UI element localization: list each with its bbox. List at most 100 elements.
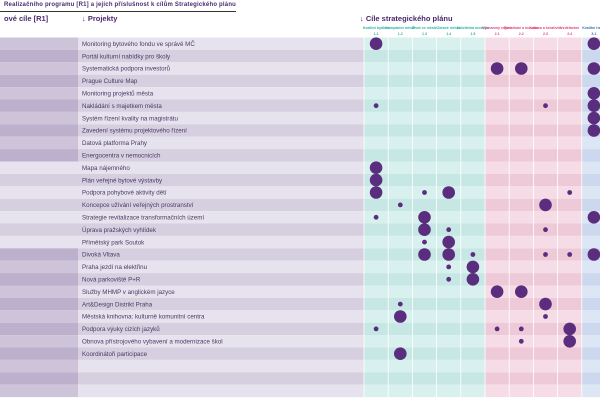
matrix-cell <box>388 186 413 199</box>
project-label: Datová platforma Prahy <box>82 140 148 147</box>
project-row <box>78 285 364 298</box>
relation-dot <box>369 161 383 174</box>
matrix-cell <box>581 384 600 398</box>
column-label: Udržitelná mobilita <box>457 26 490 30</box>
matrix-cell <box>533 322 558 336</box>
project-label: Monitoring bytového fondu ve správě MČ <box>82 41 195 48</box>
matrix-cell <box>388 149 413 162</box>
matrix-cell <box>388 111 413 125</box>
matrix-cell <box>460 111 485 125</box>
matrix-cell <box>388 211 413 224</box>
relation-dot <box>397 301 403 307</box>
matrix-cell <box>533 49 558 63</box>
goal-band-cell <box>0 223 78 236</box>
matrix-cell <box>581 310 600 323</box>
project-row <box>78 372 364 385</box>
matrix-cell <box>412 335 437 348</box>
goal-band-cell <box>0 87 78 100</box>
matrix-cell <box>460 235 485 249</box>
goal-band-cell <box>0 260 78 274</box>
matrix-cell <box>485 359 510 373</box>
relation-dot <box>369 186 383 199</box>
header-bar: Realizačního programu [R1] a jejich přís… <box>0 0 600 14</box>
matrix-cell <box>436 99 461 112</box>
relation-dot <box>587 87 600 100</box>
matrix-cell <box>485 335 510 348</box>
matrix-cell <box>581 260 600 274</box>
matrix-cell <box>412 297 437 311</box>
project-label: Služby MHMP v anglickém jazyce <box>82 289 175 296</box>
matrix-cell <box>485 310 510 323</box>
matrix-cell <box>509 37 534 50</box>
matrix-cell <box>533 173 558 187</box>
matrix-cell <box>436 149 461 162</box>
matrix-cell <box>509 124 534 137</box>
matrix-cell <box>509 186 534 199</box>
matrix-cell <box>557 223 582 236</box>
matrix-cell <box>436 211 461 224</box>
matrix-cell <box>412 273 437 286</box>
matrix-cell <box>460 62 485 75</box>
relation-dot <box>418 223 431 236</box>
column-label: Kultura a kreativita <box>529 26 562 30</box>
goal-band-cell <box>0 211 78 224</box>
matrix-cell <box>460 384 485 398</box>
matrix-cell <box>485 49 510 63</box>
project-row <box>78 99 364 112</box>
goal-band-cell <box>0 335 78 348</box>
relation-dot <box>587 111 600 125</box>
project-row <box>78 335 364 348</box>
matrix-cell <box>436 335 461 348</box>
relation-dot <box>587 37 600 50</box>
matrix-cell <box>485 161 510 174</box>
matrix-cell <box>509 111 534 125</box>
matrix-cell <box>581 136 600 150</box>
goal-band-cell <box>0 372 78 385</box>
matrix-cell <box>533 149 558 162</box>
matrix-cell <box>364 87 389 100</box>
matrix-cell <box>388 37 413 50</box>
matrix-cell <box>388 248 413 261</box>
relation-dot <box>369 173 383 187</box>
matrix-cell <box>436 322 461 336</box>
matrix-cell <box>412 124 437 137</box>
project-label: Systém řízení kvality na magistrátu <box>82 115 178 122</box>
matrix-cell <box>581 173 600 187</box>
project-row <box>78 248 364 261</box>
matrix-cell <box>557 49 582 63</box>
matrix-cell <box>388 74 413 88</box>
project-row <box>78 124 364 137</box>
project-label: Koncepce užívání veřejných prostranství <box>82 202 194 209</box>
matrix-cell <box>388 285 413 298</box>
matrix-cell <box>460 186 485 199</box>
matrix-cell <box>557 161 582 174</box>
matrix-cell <box>436 136 461 150</box>
matrix-cell <box>388 372 413 385</box>
relation-dot <box>470 252 476 257</box>
matrix-cell <box>364 335 389 348</box>
relation-dot <box>422 190 427 195</box>
matrix-cell <box>581 49 600 63</box>
matrix-cell <box>581 322 600 336</box>
goal-band-cell <box>0 384 78 398</box>
project-row <box>78 87 364 100</box>
matrix-cell <box>460 37 485 50</box>
column-label: Vzdělávání <box>560 26 580 30</box>
matrix-cell <box>364 49 389 63</box>
matrix-cell <box>388 87 413 100</box>
matrix-cell <box>581 235 600 249</box>
relation-dot <box>442 248 456 261</box>
matrix-cell <box>485 74 510 88</box>
goal-band-cell <box>0 62 78 75</box>
matrix-cell <box>581 372 600 385</box>
matrix-cell <box>509 211 534 224</box>
project-label: Podpora výuky cizích jazyků <box>82 326 160 333</box>
goal-band-cell <box>0 285 78 298</box>
matrix-cell <box>557 74 582 88</box>
matrix-cell <box>412 359 437 373</box>
matrix-cell <box>388 223 413 236</box>
project-label: Nakládání s majetkem města <box>82 103 162 110</box>
relation-dot <box>442 235 456 249</box>
matrix-cell <box>460 173 485 187</box>
